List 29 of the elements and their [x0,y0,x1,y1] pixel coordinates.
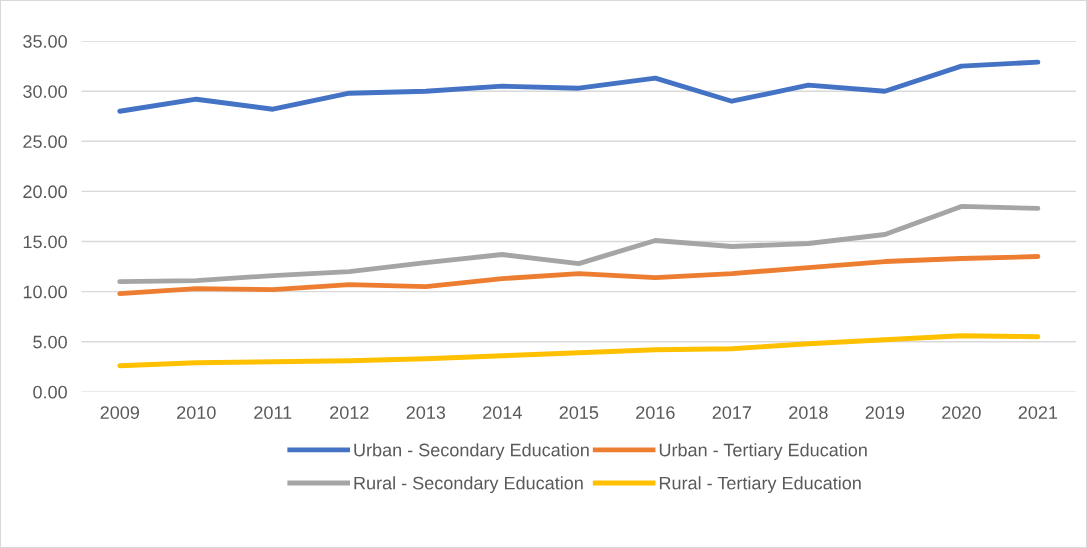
y-tick-label: 5.00 [33,335,67,349]
legend-label: Urban - Secondary Education [354,443,589,460]
line-series [117,333,1041,369]
legend-label: Rural - Secondary Education [354,476,583,494]
y-tick-label: 0.00 [33,385,67,399]
y-tick-label: 35.00 [23,35,67,48]
x-tick-label: 2020 [942,406,981,419]
legend-label: Urban - Tertiary Education [659,443,867,460]
x-tick-label: 2010 [177,406,216,419]
x-tick-label: 2014 [483,406,522,419]
y-tick-label: 30.00 [23,85,67,98]
x-tick-label: 2016 [636,406,675,419]
line-series [117,204,1041,285]
y-tick-label: 15.00 [23,235,67,249]
x-tick-label: 2017 [712,406,752,419]
x-tick-label: 2011 [254,406,292,419]
x-tick-label: 2018 [789,406,828,419]
line-series [117,254,1041,297]
line-series [117,59,1041,114]
x-tick-label: 2015 [559,406,599,419]
x-tick-label: 2012 [330,406,369,419]
x-tick-label: 2009 [100,406,140,419]
y-tick-label: 25.00 [23,135,67,149]
x-tick-label: 2021 [1018,406,1058,419]
x-tick-label: 2013 [406,406,446,419]
legend-label: Rural - Tertiary Education [659,476,861,494]
y-tick-label: 10.00 [23,285,67,299]
y-tick-label: 20.00 [23,185,67,199]
x-tick-label: 2019 [865,406,905,419]
